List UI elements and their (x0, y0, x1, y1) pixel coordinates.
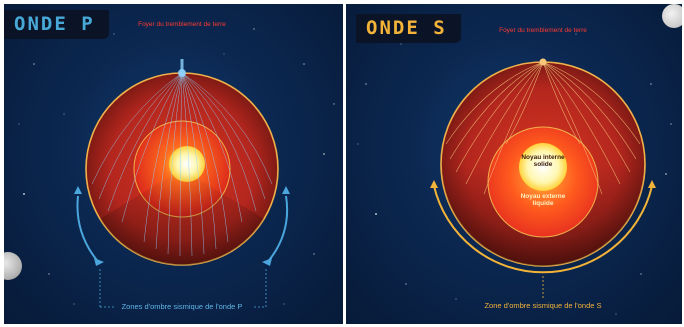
p-shadow-arrows (76, 195, 289, 265)
s-wave-shadow-label: Zone d'ombre sismique de l'onde S (484, 301, 602, 310)
s-shadow-arc (433, 185, 653, 274)
p-arrowheads (74, 186, 290, 266)
s-wave-focus-label: Foyer du tremblement de terre (499, 27, 587, 34)
starfield (357, 33, 672, 315)
p-leader-lines (99, 269, 267, 308)
p-wave-rays (91, 72, 273, 257)
p-wave-diagram (74, 59, 290, 308)
outer-core-label: Noyau externe liquide (520, 193, 566, 207)
starfield (18, 28, 335, 305)
s-arrowheads (430, 180, 656, 188)
s-wave-diagram (430, 58, 656, 300)
p-wave-shadow-label: Zones d'ombre sismique de l'onde P (121, 302, 243, 311)
inner-core (519, 143, 567, 191)
p-shadow-region (100, 169, 264, 266)
p-wave-focus-label: Foyer du tremblement de terre (138, 21, 226, 28)
moon-right (662, 4, 682, 28)
p-wave-title: ONDE P (4, 10, 109, 39)
s-wave-title: ONDE S (356, 14, 461, 43)
p-wave-focus-beam (180, 59, 184, 75)
s-wave-panel: ONDE S (346, 4, 682, 324)
s-wave-rays (445, 61, 641, 195)
inner-core-label: Noyau interne solide (521, 154, 565, 168)
p-wave-panel: ONDE P (4, 4, 343, 324)
moon-left (4, 252, 22, 280)
s-wave-focus (539, 58, 547, 66)
